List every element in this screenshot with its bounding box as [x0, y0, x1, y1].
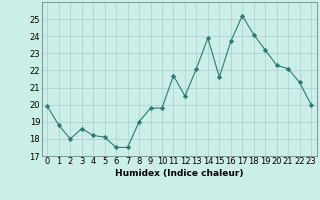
- X-axis label: Humidex (Indice chaleur): Humidex (Indice chaleur): [115, 169, 244, 178]
